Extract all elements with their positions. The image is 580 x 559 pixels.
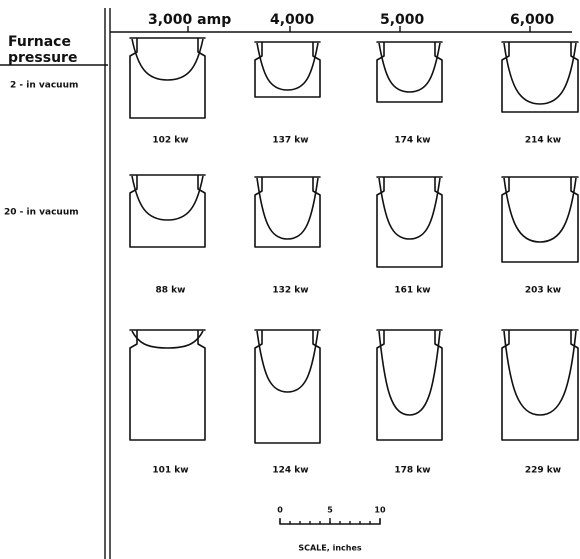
power-label: 101 kw	[152, 466, 188, 476]
power-label: 161 kw	[394, 286, 430, 296]
column-header: 4,000	[270, 12, 315, 28]
power-label: 203 kw	[525, 286, 561, 296]
mold-outline	[501, 329, 579, 441]
power-label: 132 kw	[272, 286, 308, 296]
scale-tick-label: 5	[327, 506, 333, 515]
mold-outline	[501, 176, 579, 263]
melt-profile	[131, 175, 204, 221]
mold-outline	[376, 41, 443, 103]
melt-profile	[378, 177, 441, 240]
scale-tick-label: 10	[374, 506, 386, 515]
melt-profile	[503, 177, 577, 243]
scale-tick-label: 0	[277, 506, 283, 515]
row-header: Furnace	[8, 34, 71, 50]
mold-outline	[254, 329, 321, 444]
power-label: 124 kw	[272, 466, 308, 476]
power-label: 214 kw	[525, 136, 561, 146]
power-label: 88 kw	[156, 286, 186, 296]
power-label: 137 kw	[272, 136, 308, 146]
column-header: 6,000	[510, 12, 555, 28]
power-label: 174 kw	[394, 136, 430, 146]
melt-profile	[503, 42, 577, 105]
mold-outline	[376, 176, 443, 268]
melt-profile	[256, 330, 319, 393]
mold-outline	[254, 176, 321, 248]
melt-profile	[378, 42, 441, 93]
column-header: 5,000	[380, 12, 425, 28]
power-label: 178 kw	[394, 466, 430, 476]
mold-outline	[129, 329, 206, 441]
melt-profile	[378, 330, 441, 416]
power-label: 102 kw	[152, 136, 188, 146]
melt-profile	[256, 177, 319, 240]
column-header: 3,000 amp	[148, 12, 231, 28]
melt-profile	[503, 330, 577, 416]
row-label: 2 - in vacuum	[10, 81, 78, 91]
power-label: 229 kw	[525, 466, 561, 476]
mold-outline	[501, 41, 579, 113]
row-header: pressure	[8, 50, 77, 66]
melt-profile	[256, 42, 319, 91]
mold-outline	[129, 37, 206, 119]
row-label: 20 - in vacuum	[4, 208, 79, 218]
mold-outline	[254, 41, 321, 98]
mold-outline	[376, 329, 443, 441]
melt-profile	[131, 38, 204, 81]
mold-outline	[129, 174, 206, 248]
scale-label: SCALE, inches	[298, 544, 362, 553]
melt-profile	[131, 330, 204, 349]
